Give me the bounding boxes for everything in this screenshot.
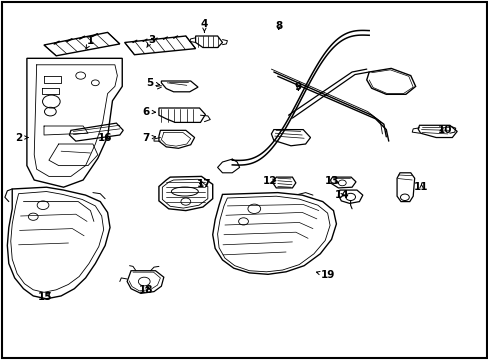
Text: 8: 8 [275, 21, 282, 31]
Text: 17: 17 [197, 179, 211, 189]
Text: 15: 15 [38, 292, 53, 302]
Text: 5: 5 [146, 78, 159, 88]
Text: 10: 10 [437, 125, 451, 135]
Text: 7: 7 [142, 132, 155, 143]
Text: 2: 2 [15, 132, 28, 143]
Text: 6: 6 [142, 107, 155, 117]
Text: 11: 11 [413, 182, 428, 192]
Text: 14: 14 [334, 190, 349, 200]
Text: 9: 9 [294, 82, 301, 92]
Text: 3: 3 [146, 35, 155, 48]
Text: 4: 4 [200, 19, 208, 32]
Text: 19: 19 [316, 270, 334, 280]
Text: 13: 13 [325, 176, 339, 186]
Text: 1: 1 [85, 36, 94, 49]
Text: 16: 16 [98, 132, 112, 143]
Text: 18: 18 [138, 285, 153, 295]
Text: 12: 12 [263, 176, 277, 186]
